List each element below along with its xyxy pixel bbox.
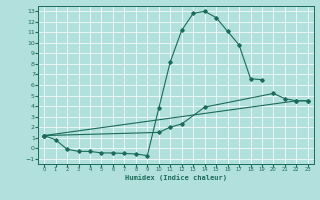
X-axis label: Humidex (Indice chaleur): Humidex (Indice chaleur) xyxy=(125,175,227,181)
